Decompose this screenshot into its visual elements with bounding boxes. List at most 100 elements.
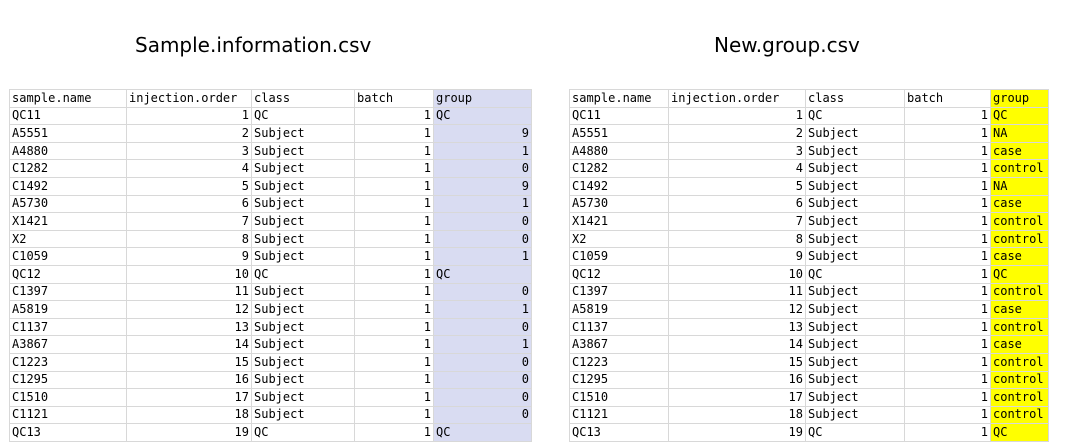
cell-batch[interactable]: 1 [354,264,434,284]
cell-sample-name[interactable]: C1121 [9,405,127,425]
cell-class[interactable]: Subject [251,317,355,337]
cell-group[interactable]: case [990,247,1049,266]
cell-class[interactable]: Subject [251,229,355,249]
cell-sample-name[interactable]: A5730 [9,194,127,214]
cell-batch[interactable]: 1 [354,405,434,425]
cell-group[interactable]: 9 [433,124,532,143]
cell-injection-order[interactable]: 16 [668,370,806,390]
cell-batch[interactable]: 1 [354,352,434,372]
cell-group[interactable]: 9 [433,176,532,196]
cell-injection-order[interactable]: 3 [126,141,252,161]
cell-batch[interactable]: 1 [904,335,991,354]
cell-group[interactable]: control [990,282,1049,302]
cell-batch[interactable]: 1 [354,370,434,390]
column-header-batch[interactable]: batch [354,89,434,108]
cell-sample-name[interactable]: A5819 [9,300,127,319]
cell-sample-name[interactable]: A3867 [569,335,669,354]
cell-class[interactable]: Subject [251,282,355,302]
cell-injection-order[interactable]: 5 [126,176,252,196]
cell-batch[interactable]: 1 [354,159,434,178]
cell-group[interactable]: QC [990,264,1049,284]
cell-sample-name[interactable]: C1492 [9,176,127,196]
cell-batch[interactable]: 1 [354,229,434,249]
cell-group[interactable]: 0 [433,229,532,249]
cell-group[interactable]: NA [990,176,1049,196]
cell-class[interactable]: Subject [805,405,905,425]
cell-batch[interactable]: 1 [904,124,991,143]
cell-class[interactable]: QC [251,106,355,126]
cell-class[interactable]: Subject [251,300,355,319]
cell-sample-name[interactable]: QC11 [569,106,669,126]
cell-sample-name[interactable]: A5551 [569,124,669,143]
cell-injection-order[interactable]: 15 [668,352,806,372]
cell-injection-order[interactable]: 18 [126,405,252,425]
cell-sample-name[interactable]: C1223 [9,352,127,372]
cell-class[interactable]: Subject [805,124,905,143]
cell-group[interactable]: control [990,405,1049,425]
cell-batch[interactable]: 1 [904,370,991,390]
column-header-injection-order[interactable]: injection.order [668,89,806,108]
cell-class[interactable]: Subject [805,159,905,178]
cell-class[interactable]: Subject [805,141,905,161]
cell-class[interactable]: Subject [805,335,905,354]
cell-sample-name[interactable]: A5730 [569,194,669,214]
cell-batch[interactable]: 1 [904,212,991,231]
cell-injection-order[interactable]: 11 [126,282,252,302]
cell-sample-name[interactable]: A5819 [569,300,669,319]
cell-group[interactable]: QC [990,106,1049,126]
cell-injection-order[interactable]: 6 [668,194,806,214]
cell-class[interactable]: Subject [805,388,905,407]
cell-class[interactable]: Subject [805,352,905,372]
cell-batch[interactable]: 1 [354,106,434,126]
cell-batch[interactable]: 1 [904,352,991,372]
cell-sample-name[interactable]: C1397 [9,282,127,302]
cell-class[interactable]: QC [805,264,905,284]
cell-injection-order[interactable]: 12 [668,300,806,319]
cell-sample-name[interactable]: C1059 [9,247,127,266]
column-header-sample-name[interactable]: sample.name [569,89,669,108]
cell-group[interactable]: case [990,194,1049,214]
cell-batch[interactable]: 1 [904,247,991,266]
column-header-sample-name[interactable]: sample.name [9,89,127,108]
cell-group[interactable]: control [990,388,1049,407]
cell-sample-name[interactable]: C1059 [569,247,669,266]
cell-group[interactable]: case [990,300,1049,319]
column-header-injection-order[interactable]: injection.order [126,89,252,108]
cell-group[interactable]: 0 [433,370,532,390]
cell-class[interactable]: Subject [805,282,905,302]
column-header-class[interactable]: class [251,89,355,108]
cell-batch[interactable]: 1 [904,194,991,214]
cell-group[interactable]: control [990,159,1049,178]
cell-class[interactable]: Subject [251,405,355,425]
cell-injection-order[interactable]: 16 [126,370,252,390]
cell-sample-name[interactable]: QC12 [9,264,127,284]
cell-batch[interactable]: 1 [904,405,991,425]
cell-group[interactable]: 0 [433,405,532,425]
column-header-group[interactable]: group [990,89,1049,108]
cell-group[interactable]: 1 [433,194,532,214]
cell-class[interactable]: Subject [805,194,905,214]
cell-group[interactable]: control [990,352,1049,372]
cell-class[interactable]: Subject [251,370,355,390]
cell-injection-order[interactable]: 6 [126,194,252,214]
cell-sample-name[interactable]: X2 [569,229,669,249]
cell-group[interactable]: 0 [433,159,532,178]
cell-sample-name[interactable]: A3867 [9,335,127,354]
cell-batch[interactable]: 1 [354,300,434,319]
cell-group[interactable]: 1 [433,141,532,161]
cell-class[interactable]: Subject [805,317,905,337]
cell-injection-order[interactable]: 17 [126,388,252,407]
cell-class[interactable]: Subject [805,370,905,390]
cell-group[interactable]: control [990,317,1049,337]
cell-sample-name[interactable]: C1295 [9,370,127,390]
cell-group[interactable]: 0 [433,317,532,337]
cell-batch[interactable]: 1 [354,388,434,407]
cell-batch[interactable]: 1 [904,300,991,319]
cell-group[interactable]: 0 [433,388,532,407]
cell-injection-order[interactable]: 10 [668,264,806,284]
cell-sample-name[interactable]: C1137 [569,317,669,337]
cell-batch[interactable]: 1 [904,317,991,337]
cell-injection-order[interactable]: 3 [668,141,806,161]
cell-injection-order[interactable]: 7 [126,212,252,231]
cell-injection-order[interactable]: 1 [126,106,252,126]
